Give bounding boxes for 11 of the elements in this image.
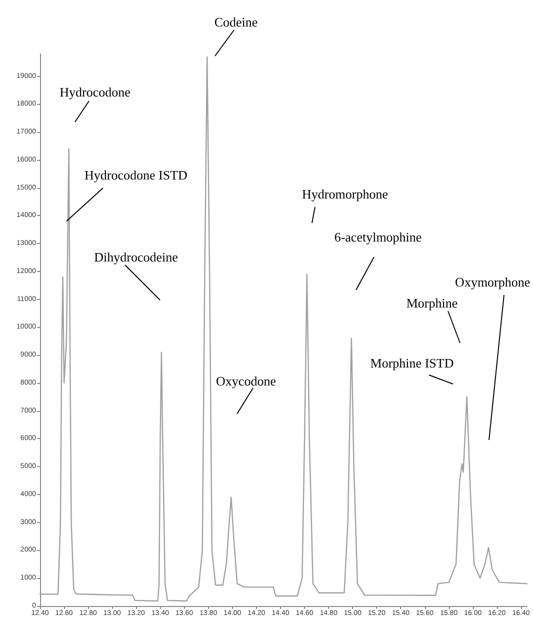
annotation: Hydrocodone <box>60 84 131 100</box>
annotation: Morphine ISTD <box>370 356 454 370</box>
annotation: 6-acetylmophine <box>334 230 422 244</box>
annotation: Oxycodone <box>216 374 276 388</box>
annotation: Hydromorphone <box>302 186 388 202</box>
annotation: Oxymorphone <box>455 274 530 290</box>
line-series <box>39 56 528 602</box>
annotation: Morphine <box>406 296 458 310</box>
annotation: Hydrocodone ISTD <box>84 168 188 182</box>
text: Codeine <box>214 14 258 30</box>
annotation: Dihydrocodeine <box>94 250 178 264</box>
